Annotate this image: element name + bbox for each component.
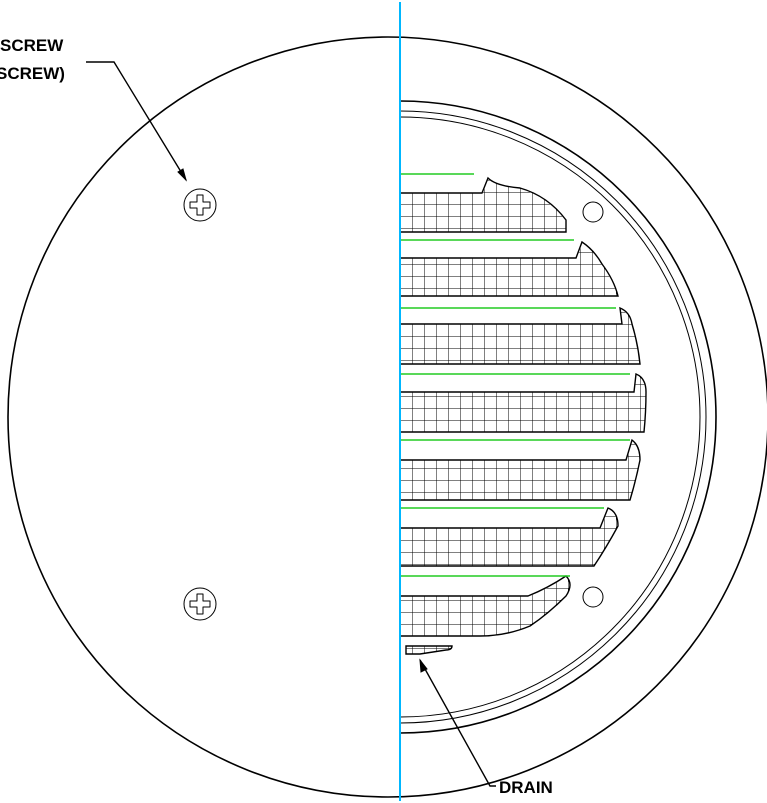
louver-4 <box>399 373 647 433</box>
hole-top-right <box>582 201 604 223</box>
screw-bottom <box>183 587 217 621</box>
screw-top-cross-icon <box>189 194 211 216</box>
louver-7 <box>399 575 571 637</box>
louver-2 <box>399 240 619 297</box>
drain-label: DRAIN <box>499 778 553 797</box>
louver-reference-lines <box>400 173 630 577</box>
screw-bottom-cross-icon <box>189 593 211 615</box>
screw-bottom-head <box>183 587 217 621</box>
louver-3 <box>399 306 641 365</box>
screw-top <box>183 188 217 222</box>
section-view <box>400 100 717 734</box>
louver-6 <box>399 507 619 567</box>
screw-leader-arrow <box>177 168 187 182</box>
louvers <box>399 176 647 655</box>
section-inner-rim <box>400 110 707 724</box>
hole-bottom-right <box>582 586 604 608</box>
louver-5 <box>399 438 641 501</box>
section-outer-rim <box>400 100 717 734</box>
screw-label-line1: SCREW <box>0 36 64 55</box>
louver-1 <box>399 176 567 233</box>
screw-label-line2: SCREW) <box>0 64 65 83</box>
drain-leader-arrow <box>419 658 428 673</box>
drain-slot <box>405 645 453 655</box>
screw-top-head <box>183 188 217 222</box>
outer-cover-outline <box>7 36 767 798</box>
screw-leader-line <box>86 61 187 181</box>
section-inner-rim-2 <box>400 116 701 718</box>
drain-leader-line <box>419 659 496 787</box>
